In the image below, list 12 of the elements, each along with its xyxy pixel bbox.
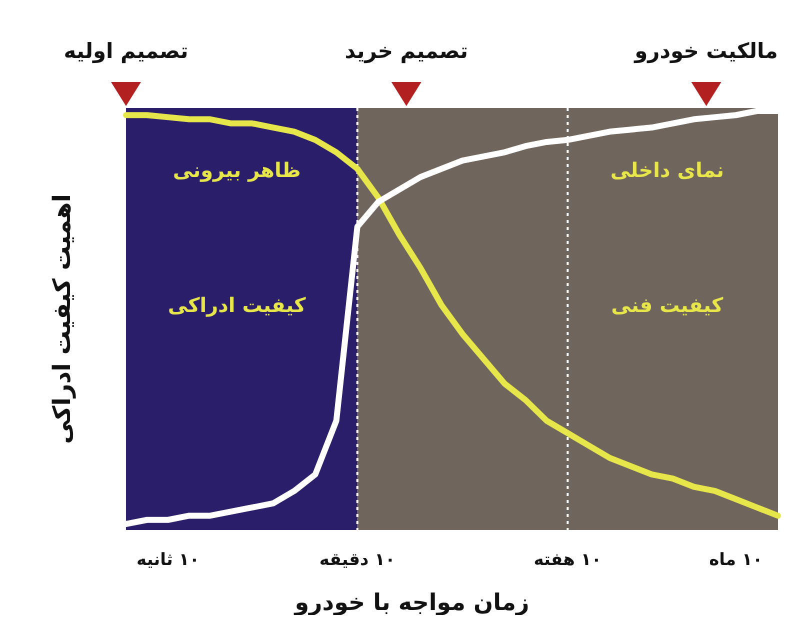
y-axis-title: اهمیت کیفیت ادراکی bbox=[48, 194, 76, 444]
text: تصمیم اولیه bbox=[64, 39, 188, 64]
annotation: ظاهر بیرونی bbox=[172, 158, 301, 182]
text: مالکیت خودرو bbox=[634, 39, 778, 64]
x-tick-label: ۱۰ هفته bbox=[534, 550, 602, 570]
text: تصمیم خرید bbox=[344, 39, 468, 64]
x-tick-label: ۱۰ ماه bbox=[709, 550, 763, 570]
annotation: کیفیت ادراکی bbox=[168, 292, 306, 317]
annotation: نمای داخلی bbox=[610, 158, 724, 182]
annotation: کیفیت فنی bbox=[611, 292, 724, 317]
x-tick-label: ۱۰ ثانیه bbox=[136, 550, 200, 570]
x-tick-label: ۱۰ دقیقه bbox=[319, 550, 396, 570]
